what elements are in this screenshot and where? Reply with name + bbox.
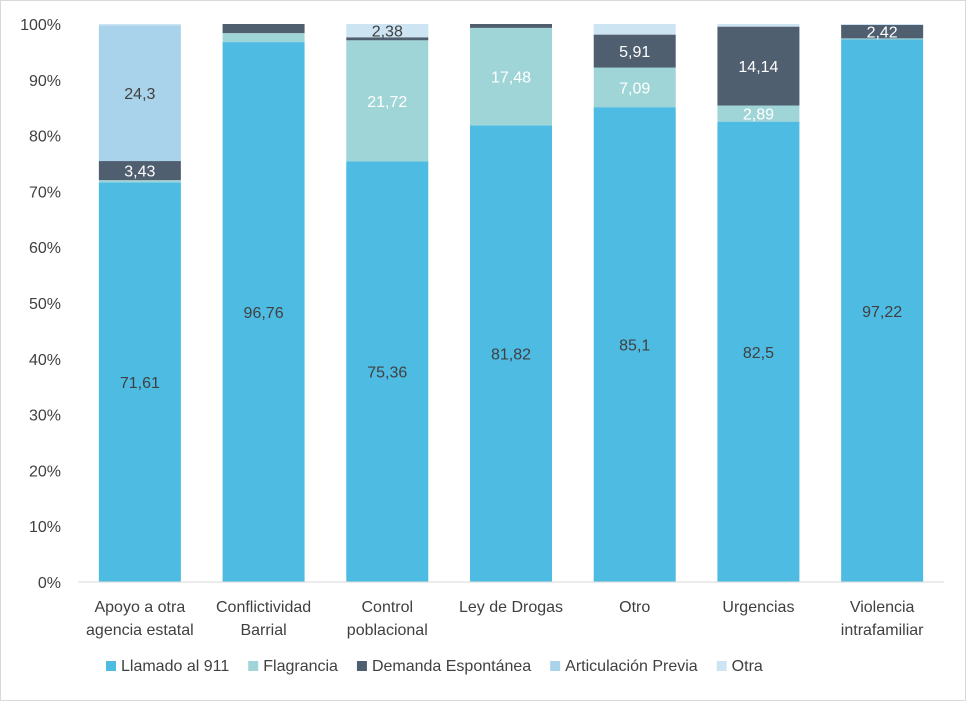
legend-label-flagrancia: Flagrancia (263, 658, 338, 675)
y-tick-label-10: 100% (20, 17, 61, 34)
data-label-llamado-al-911-1: 96,76 (244, 305, 284, 322)
y-tick-label-7: 70% (29, 184, 61, 201)
bar-segment-demanda-espontanea-2 (346, 37, 429, 41)
x-tick-label-0-line-1: agencia estatal (86, 622, 194, 639)
data-label-demanda-espontanea-0: 3,43 (124, 164, 155, 181)
bar-segment-demanda-espontanea-5 (717, 26, 800, 106)
data-label-llamado-al-911-0: 71,61 (120, 375, 160, 392)
x-tick-label-1-line-0: Conflictividad (216, 599, 311, 616)
bar-segment-llamado-al-911-2 (346, 161, 429, 582)
bar-segment-flagrancia-5 (717, 105, 800, 122)
bar-segment-otra-4 (593, 24, 676, 35)
bar-segment-flagrancia-3 (470, 27, 552, 126)
bar-segment-flagrancia-2 (346, 40, 429, 162)
y-tick-label-5: 50% (29, 296, 61, 313)
data-label-llamado-al-911-2: 75,36 (367, 365, 407, 382)
bar-segment-flagrancia-4 (593, 67, 676, 108)
data-label-demanda-espontanea-4: 5,91 (619, 44, 650, 61)
x-tick-label-2-line-1: poblacional (347, 622, 428, 639)
data-label-llamado-al-911-5: 82,5 (743, 345, 774, 362)
bar-segment-llamado-al-911-3 (470, 125, 552, 582)
legend-swatch-articulacion-previa (550, 661, 561, 671)
data-label-flagrancia-3: 17,48 (491, 70, 531, 87)
bar-segment-otra-5 (717, 24, 800, 27)
legend-swatch-llamado-al-911 (106, 661, 116, 671)
bar-segment-demanda-espontanea-0 (98, 161, 181, 181)
x-tick-label-6-line-0: Violencia (850, 599, 915, 616)
bar-segment-otra-2 (346, 24, 429, 38)
legend-label-demanda-espontanea: Demanda Espontánea (372, 658, 531, 675)
data-label-demanda-espontanea-5: 14,14 (738, 59, 778, 76)
data-label-llamado-al-911-3: 81,82 (491, 347, 531, 364)
bar-segment-flagrancia-6 (841, 38, 924, 40)
bar-segment-articulacion-previa-0 (98, 25, 181, 162)
y-tick-label-1: 10% (29, 519, 61, 536)
data-label-flagrancia-2: 21,72 (367, 94, 407, 111)
bar-segment-llamado-al-911-4 (593, 107, 676, 582)
y-tick-label-4: 40% (29, 352, 61, 369)
y-tick-label-2: 20% (29, 463, 61, 480)
bar-segment-llamado-al-911-0 (98, 182, 181, 582)
x-tick-label-6-line-1: intrafamiliar (841, 622, 924, 639)
x-tick-label-0-line-0: Apoyo a otra (94, 599, 185, 616)
x-tick-label-3-line-0: Ley de Drogas (459, 599, 563, 616)
x-tick-label-2-line-0: Control (361, 599, 413, 616)
data-label-flagrancia-4: 7,09 (619, 80, 650, 97)
y-tick-label-9: 90% (29, 73, 61, 90)
y-tick-label-8: 80% (29, 129, 61, 146)
bar-segment-llamado-al-911-5 (717, 121, 800, 583)
data-label-demanda-espontanea-6: 2,42 (867, 25, 898, 42)
bar-segment-llamado-al-911-6 (841, 39, 924, 583)
data-label-articulacion-previa-0: 24,3 (124, 86, 155, 103)
data-label-flagrancia-5: 2,89 (743, 107, 774, 124)
y-tick-label-0: 0% (38, 575, 61, 592)
data-label-llamado-al-911-6: 97,22 (862, 304, 902, 321)
bar-segment-flagrancia-1 (222, 33, 305, 43)
bar-segment-otra-0 (98, 24, 181, 26)
bar-segment-demanda-espontanea-6 (841, 24, 924, 39)
legend-label-llamado-al-911: Llamado al 911 (121, 658, 229, 675)
bar-segment-demanda-espontanea-1 (222, 24, 305, 34)
y-tick-label-6: 60% (29, 240, 61, 257)
y-tick-label-3: 30% (29, 408, 61, 425)
legend-label-otra: Otra (732, 658, 763, 675)
x-tick-label-4-line-0: Otro (619, 599, 650, 616)
legend-swatch-flagrancia (248, 661, 259, 671)
x-tick-label-1-line-1: Barrial (240, 622, 286, 639)
legend-label-articulacion-previa: Articulación Previa (565, 658, 698, 675)
bar-segment-demanda-espontanea-3 (470, 24, 552, 28)
bar-segment-demanda-espontanea-4 (593, 34, 676, 68)
legend-swatch-demanda-espontanea (356, 661, 367, 671)
bar-segment-llamado-al-911-1 (222, 42, 305, 582)
data-label-otra-2: 2,38 (372, 24, 403, 41)
bar-segment-flagrancia-0 (98, 180, 181, 183)
x-tick-label-5-line-0: Urgencias (722, 599, 794, 616)
bar-segment-otra-6 (841, 24, 924, 25)
legend-swatch-otra (716, 661, 727, 671)
data-label-llamado-al-911-4: 85,1 (619, 338, 650, 355)
